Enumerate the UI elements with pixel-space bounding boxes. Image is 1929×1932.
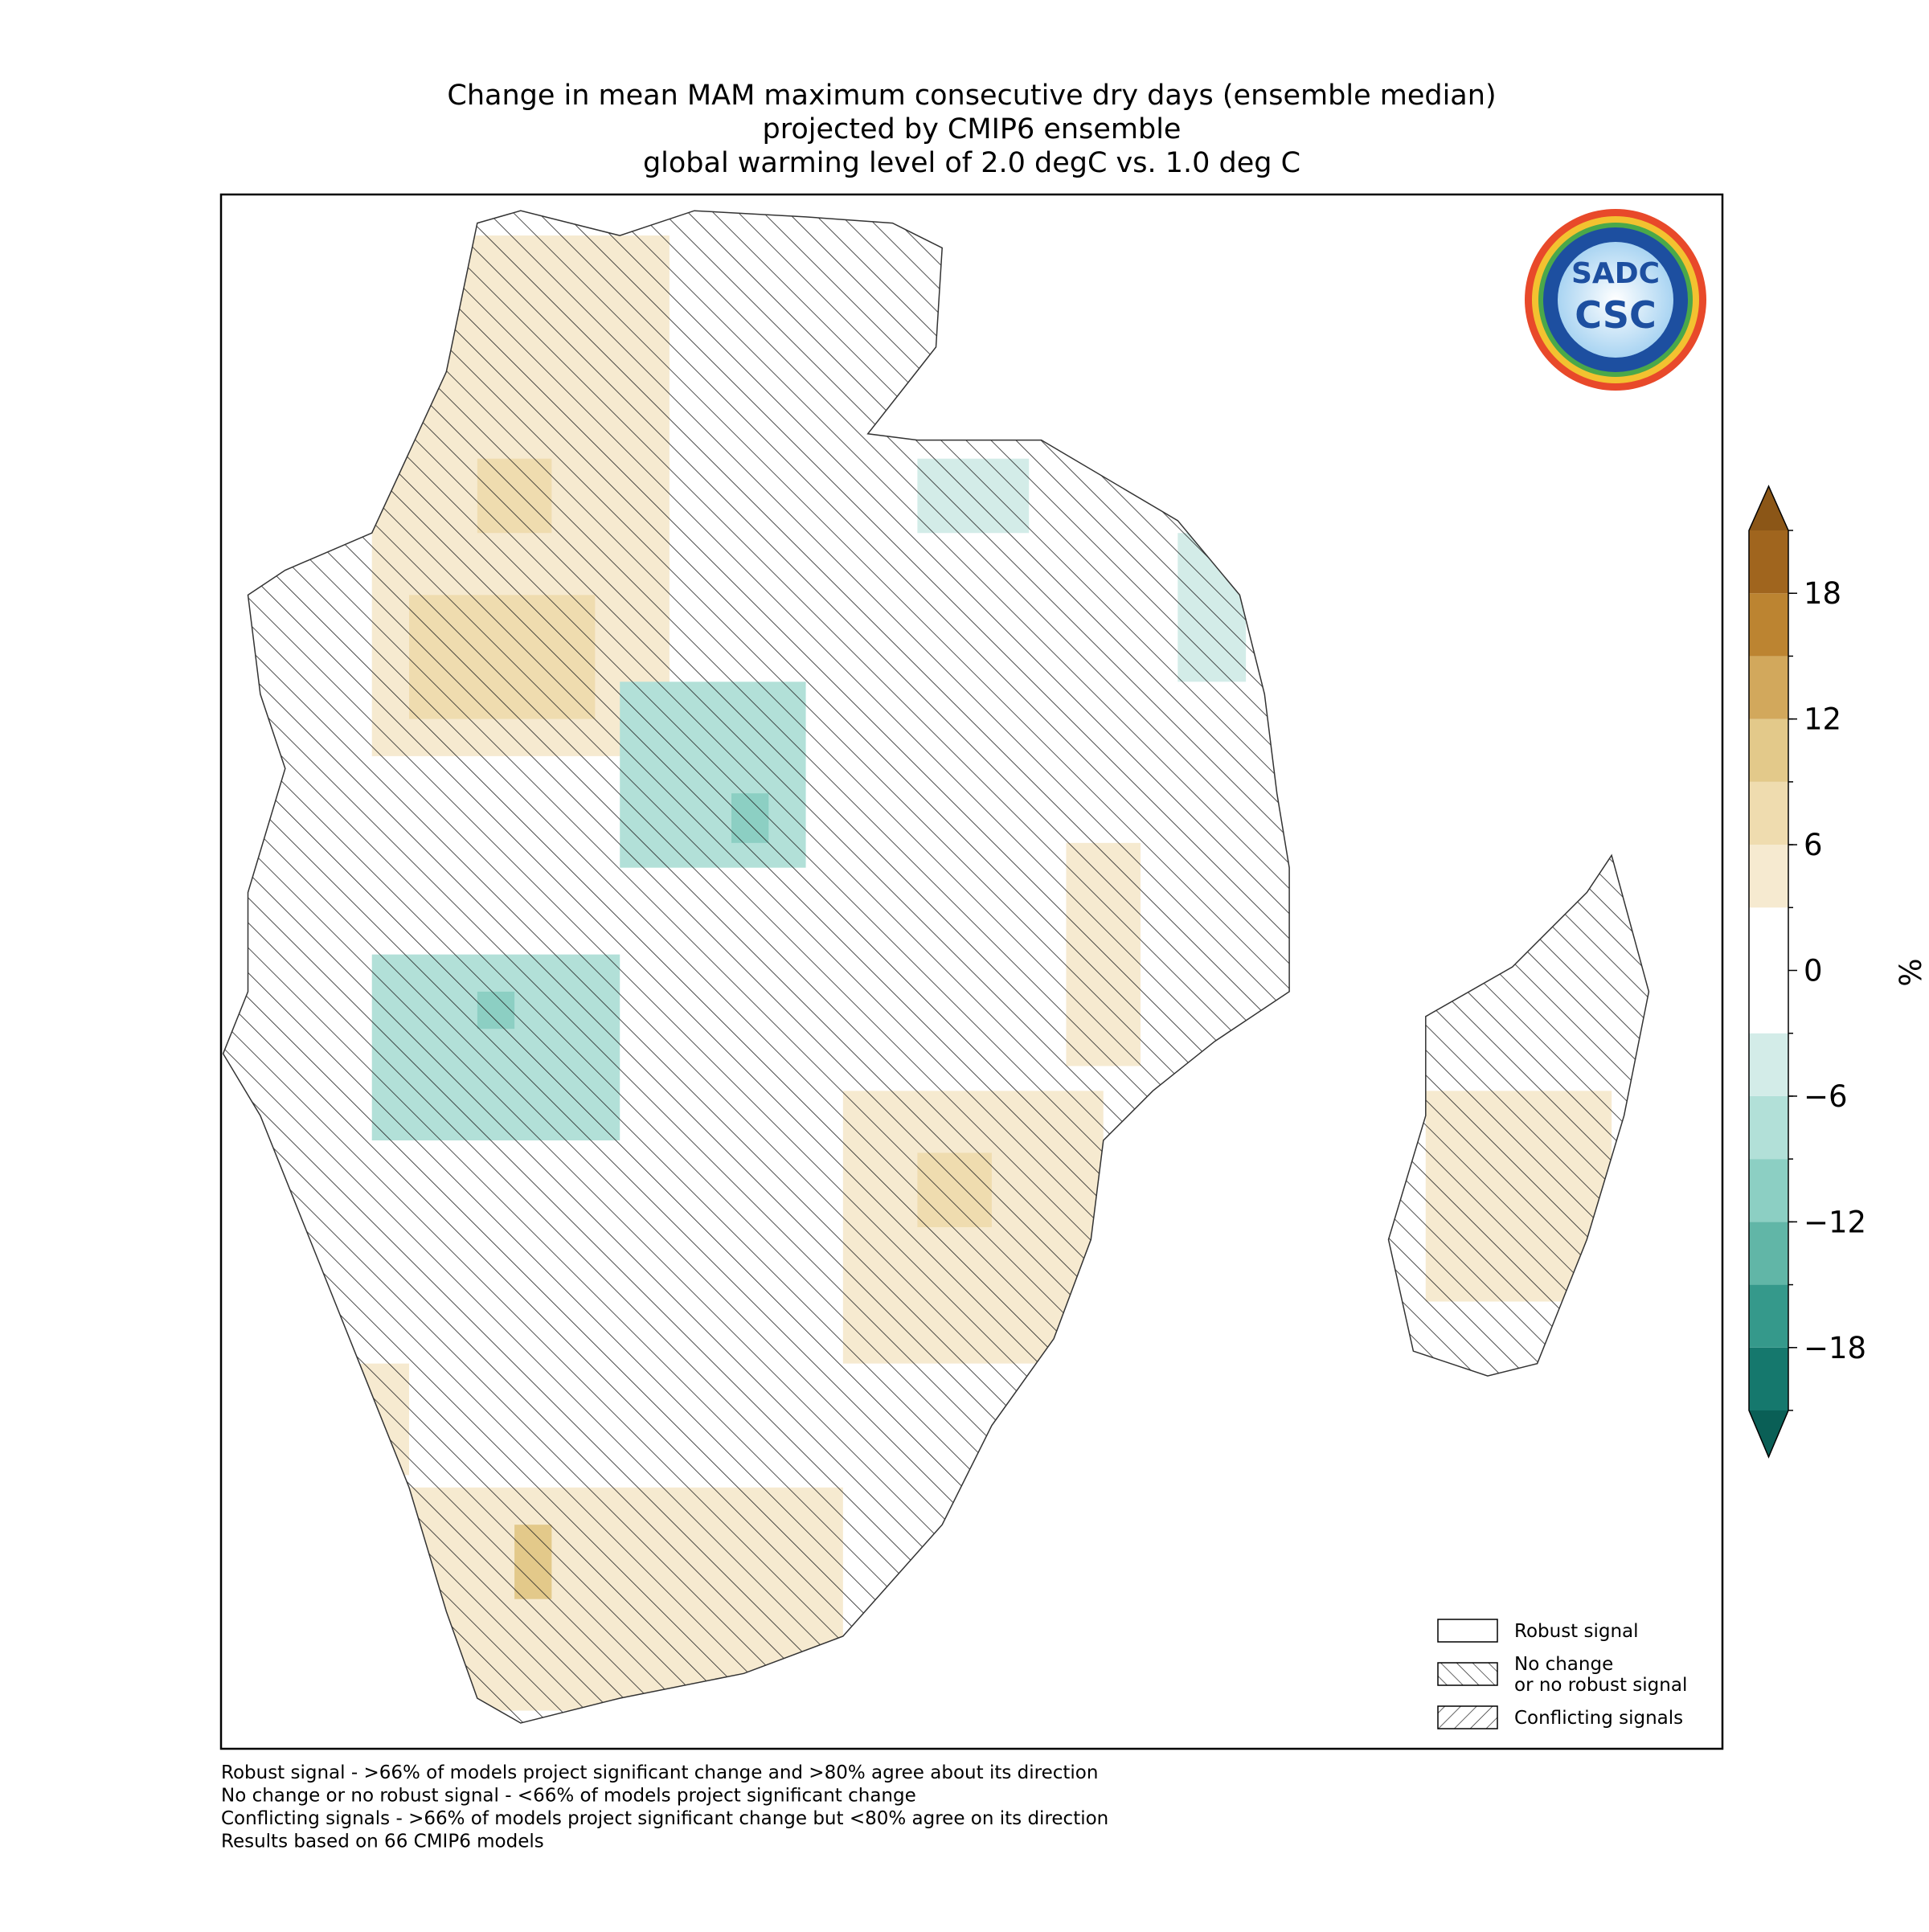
colorbar-label: % bbox=[1894, 958, 1928, 986]
logo-face bbox=[1558, 242, 1673, 358]
logo-text: SADC bbox=[1571, 257, 1660, 290]
footnote: No change or no robust signal - <66% of … bbox=[221, 1786, 916, 1807]
map-frame bbox=[219, 193, 1724, 1750]
tick-label: 18 bbox=[1804, 576, 1841, 611]
map: SADC CSC bbox=[219, 193, 1724, 1750]
colorbar-band bbox=[1749, 593, 1788, 657]
colorbar-band bbox=[1749, 781, 1788, 845]
legend-label: No change or no robust signal bbox=[1514, 1654, 1687, 1696]
colorbar-band bbox=[1749, 907, 1788, 1034]
colorbar-extend bbox=[1749, 486, 1788, 530]
footnote: Robust signal - >66% of models project s… bbox=[221, 1762, 1098, 1783]
legend: Robust signal No change or no robust signa… bbox=[1437, 1619, 1687, 1729]
tick-label: 12 bbox=[1804, 702, 1841, 737]
colorbar-band bbox=[1749, 718, 1788, 782]
footnote: Conflicting signals - >66% of models pro… bbox=[221, 1808, 1108, 1829]
legend-swatch bbox=[1437, 1662, 1498, 1686]
footnotes: Robust signal - >66% of models project s… bbox=[221, 1762, 1108, 1852]
logo: SADC CSC bbox=[1525, 209, 1706, 391]
tick-label: −6 bbox=[1804, 1079, 1848, 1114]
colorbar-band bbox=[1749, 1222, 1788, 1285]
colorbar-extend bbox=[1749, 1410, 1788, 1457]
legend-swatch bbox=[1437, 1705, 1498, 1729]
title: Change in mean MAM maximum consecutive d… bbox=[447, 80, 1496, 179]
hatching bbox=[223, 211, 1649, 1724]
footnote: Results based on 66 CMIP6 models bbox=[221, 1832, 544, 1852]
tick-label: −12 bbox=[1804, 1205, 1866, 1239]
tick-label: −18 bbox=[1804, 1331, 1866, 1365]
colorbar-band bbox=[1749, 1284, 1788, 1348]
colorbar-band bbox=[1749, 1159, 1788, 1222]
tick-label: 0 bbox=[1804, 954, 1823, 989]
colorbar-band bbox=[1749, 530, 1788, 594]
logo-text: CSC bbox=[1575, 293, 1657, 337]
tick-label: 6 bbox=[1804, 828, 1823, 862]
colorbar-band bbox=[1749, 656, 1788, 719]
legend-label: Conflicting signals bbox=[1514, 1708, 1683, 1729]
chart-title: Change in mean MAM maximum consecutive d… bbox=[447, 80, 1496, 112]
colorbar-band bbox=[1749, 1033, 1788, 1096]
legend-label: Robust signal bbox=[1514, 1621, 1639, 1642]
chart-title: global warming level of 2.0 degC vs. 1.0… bbox=[643, 147, 1300, 179]
colorbar-band bbox=[1749, 1347, 1788, 1410]
colorbar-band bbox=[1749, 845, 1788, 908]
legend-swatch bbox=[1437, 1619, 1498, 1643]
colorbar: −18 −12 −6 0 6 12 18% bbox=[1748, 485, 1928, 1459]
coastline bbox=[222, 210, 1650, 1724]
colorbar-band bbox=[1749, 1095, 1788, 1160]
chart-title: projected by CMIP6 ensemble bbox=[763, 113, 1182, 145]
